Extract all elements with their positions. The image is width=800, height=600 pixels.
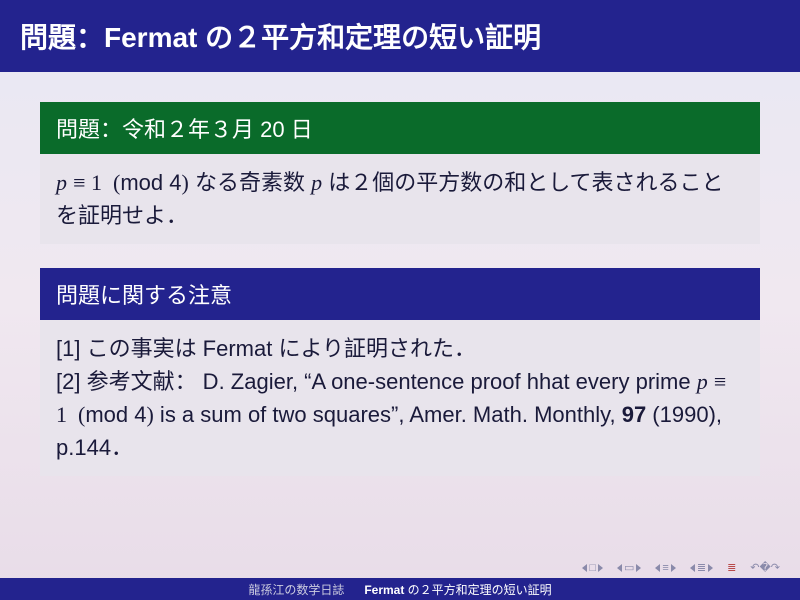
nav-appendix-icon[interactable]: ≣ — [727, 561, 736, 574]
slide-content: 問題：令和２年３月 20 日 p ≡ 1 (mod 4) なる奇素数 p は２個… — [0, 72, 800, 476]
nav-section-icon[interactable]: ≡ — [655, 562, 675, 574]
problem-block: 問題：令和２年３月 20 日 p ≡ 1 (mod 4) なる奇素数 p は２個… — [40, 102, 760, 244]
footer-title: Fermat の２平方和定理の短い証明 — [364, 581, 551, 598]
problem-header: 問題：令和２年３月 20 日 — [40, 102, 760, 154]
notes-body: [1] この事実は Fermat により証明された．[2] 参考文献： D. Z… — [40, 320, 760, 476]
slide-footer: 龍孫江の数学日誌 Fermat の２平方和定理の短い証明 — [0, 578, 800, 600]
problem-body: p ≡ 1 (mod 4) なる奇素数 p は２個の平方数の和として表されること… — [40, 154, 760, 244]
footer-author: 龍孫江の数学日誌 — [248, 581, 344, 598]
beamer-nav-icons: □ ▭ ≡ ≣ ≣ ↶�↷ — [582, 561, 780, 574]
nav-back-forward-icon[interactable]: ↶�↷ — [750, 561, 780, 574]
nav-frame-icon[interactable]: □ — [582, 562, 603, 574]
nav-subsection-icon[interactable]: ▭ — [617, 561, 641, 574]
slide-title: 問題：Fermat の２平方和定理の短い証明 — [0, 0, 800, 72]
notes-block: 問題に関する注意 [1] この事実は Fermat により証明された．[2] 参… — [40, 268, 760, 476]
notes-header: 問題に関する注意 — [40, 268, 760, 320]
nav-presentation-icon[interactable]: ≣ — [690, 561, 713, 574]
